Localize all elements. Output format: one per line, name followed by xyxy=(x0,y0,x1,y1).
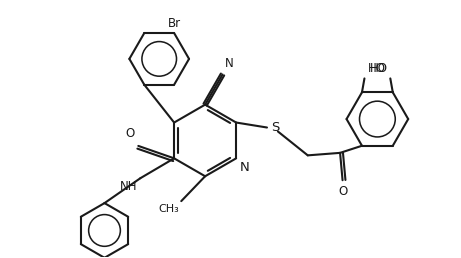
Text: N: N xyxy=(240,161,249,174)
Text: NH: NH xyxy=(120,180,138,193)
Text: N: N xyxy=(225,57,234,70)
Text: S: S xyxy=(271,121,279,134)
Text: O: O xyxy=(125,127,134,140)
Text: O: O xyxy=(338,185,347,198)
Text: HO: HO xyxy=(370,62,388,75)
Text: HO: HO xyxy=(368,62,386,75)
Text: Br: Br xyxy=(167,17,181,30)
Text: CH₃: CH₃ xyxy=(158,204,179,214)
